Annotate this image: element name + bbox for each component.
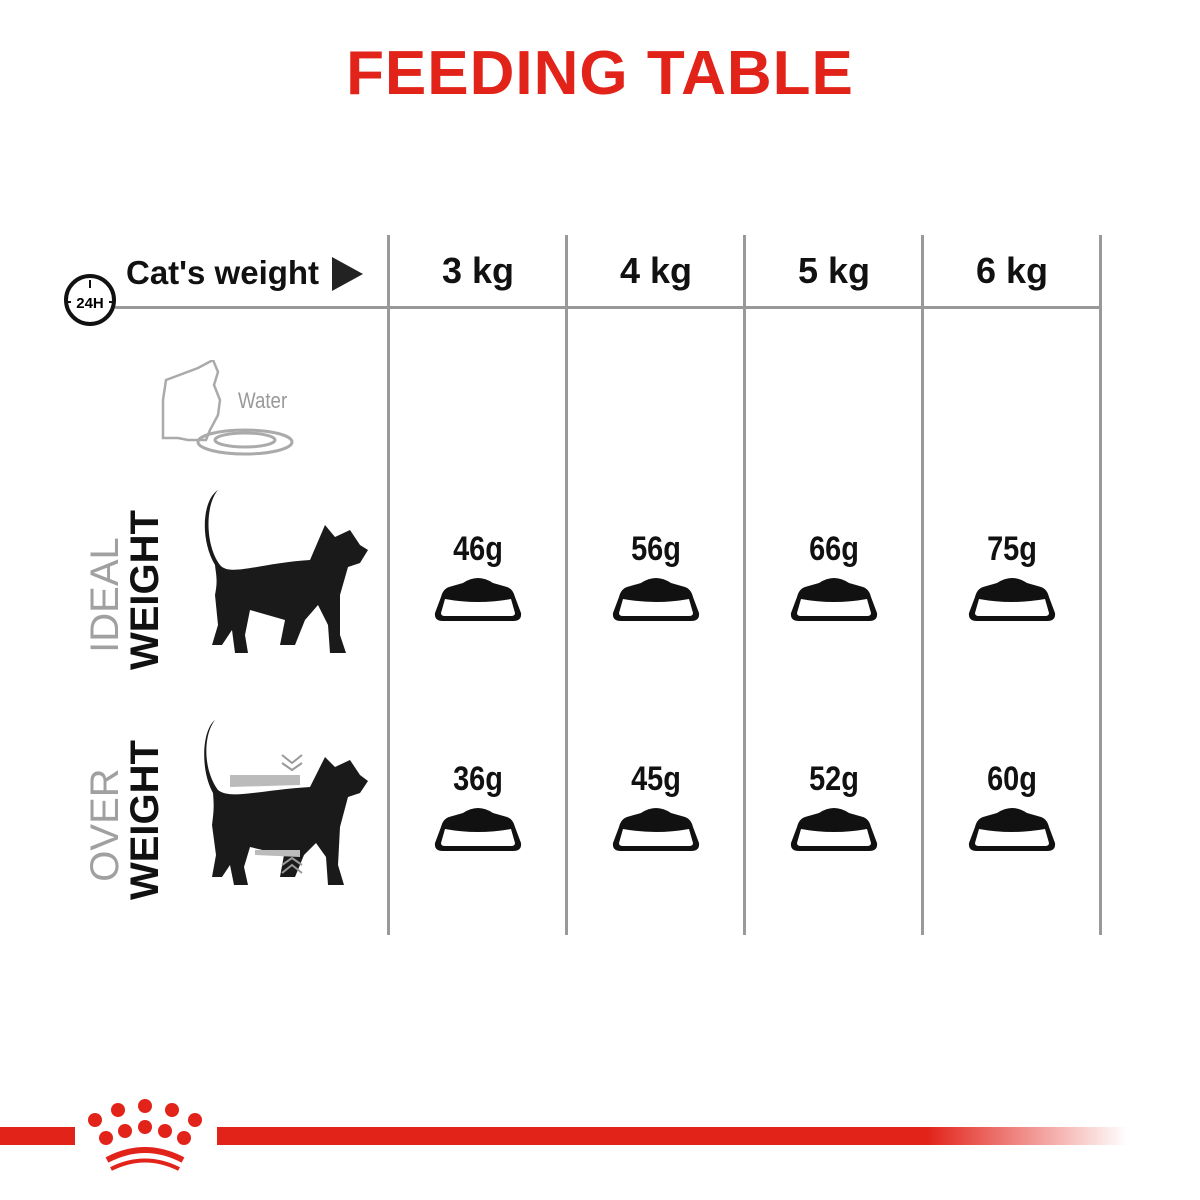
water-label: Water bbox=[238, 388, 288, 413]
row-label-ideal: IDEAL WEIGHT bbox=[83, 510, 167, 670]
grid-line bbox=[565, 235, 568, 935]
row-label-over: OVER WEIGHT bbox=[83, 740, 167, 900]
feeding-amount: 36g bbox=[453, 760, 503, 798]
food-bowl-icon bbox=[789, 805, 879, 853]
food-bowl-icon bbox=[433, 575, 523, 623]
grid-line bbox=[921, 235, 924, 935]
grid-line bbox=[1099, 235, 1102, 935]
food-bowl-icon bbox=[967, 575, 1057, 623]
feeding-amount: 52g bbox=[809, 760, 859, 798]
footer-bar-left bbox=[0, 1127, 75, 1145]
triangle-right-icon bbox=[332, 257, 363, 291]
footer-bar-right bbox=[217, 1127, 1127, 1145]
food-bowl-icon bbox=[789, 575, 879, 623]
24h-clock-icon: 24H bbox=[62, 272, 116, 326]
overweight-cat-silhouette-icon bbox=[200, 715, 375, 895]
header-divider bbox=[115, 306, 1100, 309]
cat-drinking-water-icon bbox=[158, 358, 298, 460]
grid-line bbox=[387, 235, 390, 935]
column-header-5kg: 5 kg bbox=[797, 250, 871, 291]
feeding-amount: 75g bbox=[987, 530, 1037, 568]
food-bowl-icon bbox=[611, 575, 701, 623]
cat-silhouette-icon bbox=[200, 485, 375, 665]
feeding-amount: 46g bbox=[453, 530, 503, 568]
page-title: FEEDING TABLE bbox=[346, 39, 854, 108]
food-bowl-icon bbox=[611, 805, 701, 853]
food-bowl-icon bbox=[967, 805, 1057, 853]
feeding-amount: 56g bbox=[631, 530, 681, 568]
royal-canin-crown-logo bbox=[85, 1098, 210, 1178]
grid-line bbox=[743, 235, 746, 935]
svg-text:24H: 24H bbox=[76, 295, 104, 312]
feeding-amount: 45g bbox=[631, 760, 681, 798]
food-bowl-icon bbox=[433, 805, 523, 853]
column-header-4kg: 4 kg bbox=[619, 250, 693, 291]
feeding-amount: 66g bbox=[809, 530, 859, 568]
column-header-6kg: 6 kg bbox=[975, 250, 1049, 291]
column-header-3kg: 3 kg bbox=[441, 250, 515, 291]
feeding-amount: 60g bbox=[987, 760, 1037, 798]
cats-weight-label: Cat's weight bbox=[126, 254, 320, 291]
